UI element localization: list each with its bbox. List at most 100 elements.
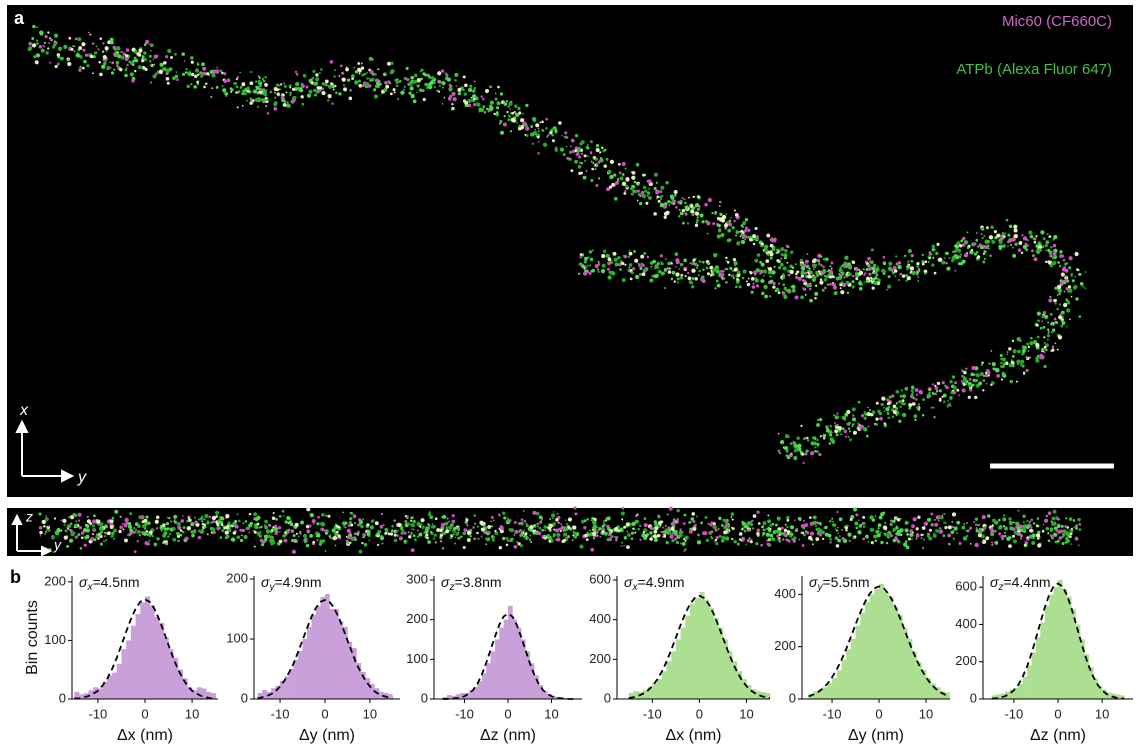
localization-dot — [254, 531, 257, 534]
localization-dot — [579, 256, 581, 258]
localization-dot — [1029, 341, 1033, 345]
localization-dot — [933, 407, 935, 409]
localization-dot — [407, 78, 409, 80]
localization-dot — [787, 519, 790, 522]
localization-dot — [918, 403, 920, 405]
localization-dot — [394, 539, 398, 543]
localization-dot — [622, 173, 625, 176]
localization-dot — [495, 92, 497, 94]
localization-dot — [566, 157, 569, 160]
localization-dot — [285, 520, 288, 523]
localization-dot — [642, 174, 645, 177]
localization-dot — [892, 520, 896, 524]
localization-dot — [694, 262, 697, 265]
localization-dot — [206, 72, 209, 75]
localization-dot — [110, 38, 114, 42]
localization-dot — [172, 76, 176, 80]
localization-dot — [867, 541, 869, 543]
bar — [893, 607, 898, 699]
localization-dot — [327, 99, 329, 101]
localization-dot — [785, 524, 787, 526]
localization-dot — [861, 522, 864, 525]
localization-dot — [369, 78, 371, 80]
localization-dot — [601, 254, 605, 258]
localization-dot — [266, 532, 268, 534]
localization-dot — [437, 71, 441, 75]
localization-dot — [701, 521, 703, 523]
localization-dot — [626, 522, 630, 526]
bar — [388, 694, 393, 699]
localization-dot — [500, 131, 504, 135]
localization-dot — [908, 407, 911, 410]
localization-dot — [1031, 249, 1034, 252]
localization-dot — [237, 513, 239, 515]
localization-dot — [319, 72, 321, 74]
localization-dot — [996, 233, 1000, 237]
localization-dot — [578, 165, 582, 169]
localization-dot — [927, 394, 931, 398]
localization-dot — [534, 129, 536, 131]
localization-dot — [1021, 234, 1023, 236]
localization-dot — [900, 406, 902, 408]
y-tick-label: 200 — [955, 653, 977, 668]
localization-dot — [1054, 342, 1056, 344]
bar — [352, 648, 357, 699]
localization-dot — [622, 278, 626, 282]
localization-dot — [819, 531, 823, 535]
localization-dot — [898, 420, 901, 423]
localization-dot — [786, 245, 789, 248]
localization-dot — [747, 539, 751, 543]
localization-dot — [887, 412, 890, 415]
localization-dot — [49, 62, 51, 64]
localization-dot — [570, 169, 573, 172]
localization-dot — [122, 523, 124, 525]
localization-dot — [1067, 526, 1070, 529]
localization-dot — [1073, 285, 1077, 289]
localization-dot — [619, 176, 623, 180]
localization-dot — [325, 80, 329, 84]
localization-dot — [682, 222, 685, 225]
localization-dot — [664, 212, 668, 216]
localization-dot — [639, 525, 641, 527]
localization-dot — [1009, 225, 1012, 228]
y-tick-label: 100 — [226, 630, 248, 645]
localization-dot — [49, 37, 51, 39]
localization-dot — [1043, 237, 1046, 240]
localization-dot — [1020, 363, 1023, 366]
localization-dot — [685, 205, 689, 209]
localization-dot — [1006, 219, 1009, 222]
y-tick-label: 200 — [589, 651, 611, 666]
localization-dot — [57, 63, 60, 66]
localization-dot — [1064, 263, 1067, 266]
localization-dot — [1048, 540, 1051, 543]
localization-dot — [465, 518, 468, 521]
localization-dot — [376, 532, 379, 535]
localization-dot — [513, 545, 517, 549]
localization-dot — [735, 213, 739, 217]
localization-dot — [1064, 291, 1066, 293]
localization-dot — [976, 373, 980, 377]
localization-dot — [211, 87, 213, 89]
localization-dot — [977, 255, 980, 258]
bar — [298, 651, 303, 699]
axis-label: y — [53, 537, 62, 553]
localization-dot — [937, 382, 940, 385]
localization-dot — [225, 514, 229, 518]
localization-dot — [464, 101, 468, 105]
localization-dot — [817, 443, 820, 446]
localization-dot — [728, 274, 730, 276]
localization-dot — [1030, 337, 1032, 339]
localization-dot — [702, 268, 705, 271]
localization-dot — [86, 535, 90, 539]
localization-dot — [1070, 543, 1072, 545]
localization-dot — [101, 65, 105, 69]
localization-dot — [560, 147, 564, 151]
localization-dot — [1013, 225, 1017, 229]
localization-dot — [396, 534, 399, 537]
localization-dot — [1000, 237, 1004, 241]
localization-dot — [606, 254, 610, 258]
localization-dot — [134, 70, 136, 72]
localization-dot — [507, 540, 509, 542]
localization-dot — [716, 280, 719, 283]
localization-dot — [334, 75, 336, 77]
